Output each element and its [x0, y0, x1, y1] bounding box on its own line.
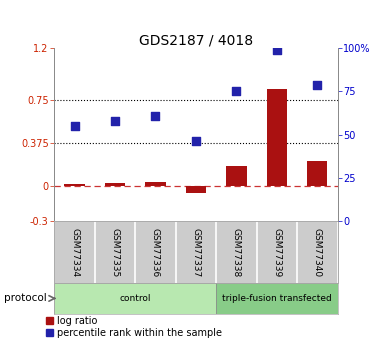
- Bar: [64, 184, 85, 186]
- Text: protocol: protocol: [4, 294, 47, 303]
- Text: GSM77336: GSM77336: [151, 228, 160, 277]
- Point: [314, 82, 320, 87]
- Bar: [216, 283, 338, 314]
- Text: GSM77334: GSM77334: [70, 228, 79, 277]
- Text: control: control: [120, 294, 151, 303]
- Point: [152, 113, 159, 118]
- Bar: [54, 283, 216, 314]
- Text: triple-fusion transfected: triple-fusion transfected: [222, 294, 332, 303]
- Bar: [186, 186, 206, 193]
- Bar: [307, 161, 327, 186]
- Text: GSM77339: GSM77339: [272, 228, 281, 277]
- Bar: [105, 183, 125, 186]
- Title: GDS2187 / 4018: GDS2187 / 4018: [139, 33, 253, 47]
- Bar: [267, 89, 287, 186]
- Text: GSM77340: GSM77340: [313, 228, 322, 277]
- Point: [193, 139, 199, 144]
- Point: [233, 89, 239, 94]
- Text: GSM77338: GSM77338: [232, 228, 241, 277]
- Text: GSM77337: GSM77337: [191, 228, 201, 277]
- Point: [71, 123, 78, 129]
- Bar: [146, 182, 166, 186]
- Bar: [226, 166, 246, 186]
- Point: [274, 47, 280, 53]
- Legend: log ratio, percentile rank within the sample: log ratio, percentile rank within the sa…: [44, 314, 224, 340]
- Point: [112, 118, 118, 124]
- Text: GSM77335: GSM77335: [111, 228, 120, 277]
